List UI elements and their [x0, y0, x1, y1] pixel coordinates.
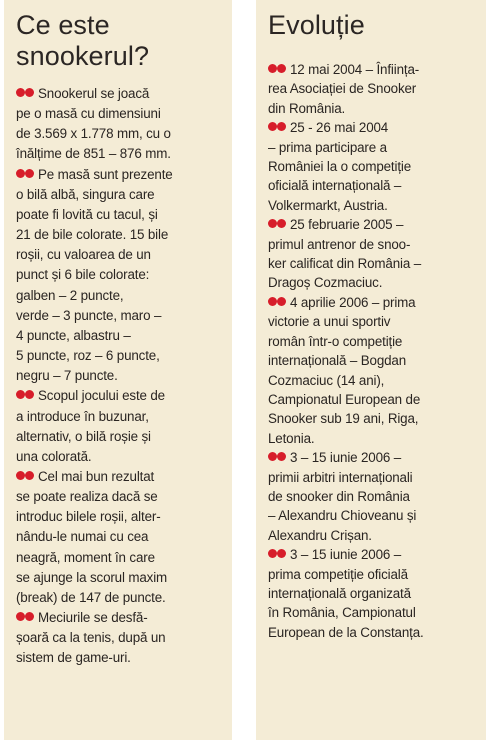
item-text-line: se poate realiza dacă se [16, 489, 158, 505]
item-text-line: României la o competiție [268, 159, 412, 175]
double-red-dot-icon [268, 64, 290, 74]
list-item: Snookerul se joacă pe o masă cu dimensiun… [16, 84, 222, 165]
double-red-dot-icon [268, 549, 290, 559]
column-title: Evoluție [268, 10, 365, 40]
list-item: 4 aprilie 2006 – prima victorie a unui sp… [268, 293, 478, 448]
item-text-line: 4 puncte, albastru – [16, 327, 131, 343]
item-text-line: primii arbitri internaționali [268, 469, 413, 485]
list-item: Scopul jocului este de a introduce în buz… [16, 386, 222, 467]
item-text-line: alternativ, o bilă roșie și [16, 428, 151, 444]
item-text-line: în România, Campionatul [268, 605, 416, 621]
item-text-line: internațională – Bogdan [268, 353, 407, 369]
list-item: 3 – 15 iunie 2006 – primii arbitri intern… [268, 448, 478, 545]
double-red-dot-icon [16, 470, 38, 481]
item-text-line: Cozmaciuc (14 ani), [268, 372, 385, 388]
items-list: Snookerul se joacă pe o masă cu dimensiun… [16, 84, 222, 669]
item-text-line: șoară ca la tenis, după un [16, 630, 166, 646]
item-text-line: roșii, cu valoarea de un [16, 247, 151, 263]
item-text-line: primul antrenor de snoo- [268, 236, 411, 252]
item-text-line: pe o masă cu dimensiuni [16, 106, 161, 122]
item-text-line: galben – 2 puncte, [16, 287, 124, 303]
item-text-line: victorie a unui sportiv [268, 314, 391, 330]
item-text-line: Dragoș Cozmaciuc. [268, 275, 383, 291]
items-list: 12 mai 2004 – Înființa-rea Asociației de… [268, 60, 478, 642]
item-text-line: înălțime de 851 – 876 mm. [16, 146, 171, 162]
list-item: Meciurile se desfă-șoară ca la tenis, du… [16, 608, 222, 668]
item-text-line: nându-le numai cu cea [16, 529, 149, 545]
item-text-line: ker calificat din România – [268, 256, 421, 272]
list-item: 25 februarie 2005 – primul antrenor de sn… [268, 215, 478, 293]
item-text-line: 21 de bile colorate. 15 bile [16, 227, 169, 243]
item-text-line: rea Asociației de Snooker [268, 81, 417, 97]
item-text-line: o bilă albă, singura care [16, 186, 155, 202]
item-text-line: Alexandru Crișan. [268, 527, 372, 543]
double-red-dot-icon [16, 88, 38, 98]
item-text-line: 3 – 15 iunie 2006 – [290, 450, 402, 466]
item-text-line: Letonia. [268, 430, 315, 446]
item-text-line: Cel mai bun rezultat [38, 468, 155, 484]
list-item: 12 mai 2004 – Înființa-rea Asociației de… [268, 60, 478, 118]
item-text-line: una colorată. [16, 448, 92, 464]
item-text-line: român într-o competiție [268, 333, 403, 349]
item-text-line: a introduce în buzunar, [16, 408, 149, 424]
list-item: Cel mai bun rezultat se poate realiza dac… [16, 467, 222, 608]
item-text-line: 4 aprilie 2006 – prima [290, 294, 416, 310]
list-item: Pe masă sunt prezente o bilă albă, singur… [16, 165, 222, 387]
info-column-snooker: Ce este snookerul? Snookerul se joacă pe … [4, 0, 232, 740]
item-text-line: 25 - 26 mai 2004 [290, 120, 389, 136]
item-text-line: verde – 3 puncte, maro – [16, 307, 162, 323]
item-text-line: 12 mai 2004 – Înființa- [290, 62, 420, 77]
item-text-line: Snookerul se joacă [38, 86, 150, 101]
item-text-line: internațională organizată [268, 585, 411, 601]
info-column-evolution: Evoluție 12 mai 2004 – Înființa-rea Asoc… [256, 0, 486, 740]
list-item: 3 – 15 iunie 2006 – prima competiție ofic… [268, 545, 478, 642]
double-red-dot-icon [268, 219, 290, 229]
item-text-line: se ajunge la scorul maxim [16, 569, 168, 585]
double-red-dot-icon [268, 452, 290, 462]
item-text-line: European de la Constanța. [268, 624, 424, 640]
item-text-line: 5 puncte, roz – 6 puncte, [16, 348, 160, 364]
item-text-line: 25 februarie 2005 – [290, 217, 404, 233]
item-text-line: Pe masă sunt prezente [38, 166, 173, 182]
item-text-line: de snooker din România [268, 488, 410, 504]
item-text-line: Volkermarkt, Austria. [268, 197, 388, 213]
item-text-line: 3 – 15 iunie 2006 – [290, 547, 402, 563]
item-text-line: de 3.569 x 1.778 mm, cu o [16, 126, 171, 142]
item-text-line: oficială internațională – [268, 178, 402, 194]
item-text-line: introduc bilele roșii, alter- [16, 509, 161, 525]
double-red-dot-icon [16, 168, 38, 179]
item-text-line: – Alexandru Chioveanu și [268, 508, 417, 524]
item-text-line: negru – 7 puncte. [16, 368, 118, 384]
item-text-line: prima competiție oficială [268, 566, 408, 582]
double-red-dot-icon [268, 122, 290, 132]
item-text-line: poate fi lovită cu tacul, și [16, 206, 158, 222]
item-text-line: – prima participare a [268, 139, 387, 155]
item-text-line: Meciurile se desfă- [38, 610, 148, 626]
double-red-dot-icon [16, 612, 38, 622]
column-title: Ce este snookerul? [16, 10, 150, 71]
list-item: 25 - 26 mai 2004 – prima participare a Rom… [268, 118, 478, 215]
item-text-line: din România. [268, 100, 346, 116]
item-text-line: (break) de 147 de puncte. [16, 589, 166, 605]
double-red-dot-icon [268, 296, 290, 307]
item-text-line: sistem de game-uri. [16, 650, 131, 666]
item-text-line: Scopul jocului este de [38, 388, 165, 404]
item-text-line: Campionatul European de [268, 391, 421, 407]
double-red-dot-icon [16, 390, 38, 400]
item-text-line: Snooker sub 19 ani, Riga, [268, 411, 419, 427]
item-text-line: neagră, moment în care [16, 549, 155, 565]
item-text-line: punct și 6 bile colorate: [16, 267, 150, 283]
